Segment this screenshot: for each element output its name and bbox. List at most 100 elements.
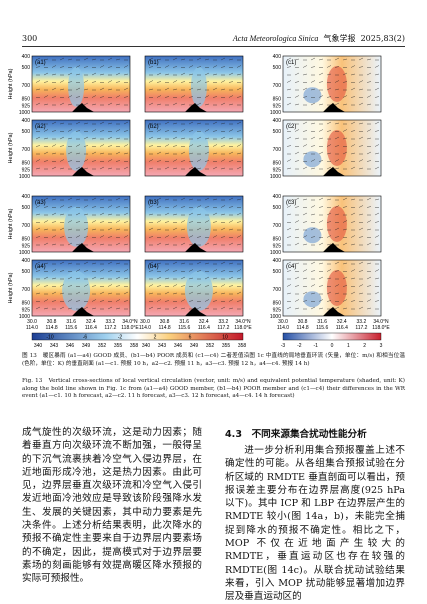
wind-vector — [115, 242, 121, 246]
y-tick-label: 1000 — [19, 250, 30, 256]
wind-vector — [172, 102, 178, 106]
wind-vector — [156, 285, 162, 287]
wind-vector — [83, 213, 89, 216]
wind-vector — [172, 88, 178, 91]
wind-vector — [204, 72, 210, 76]
wind-vector — [294, 81, 300, 83]
colorbar-label: 343 — [50, 343, 59, 349]
wind-vector — [180, 197, 186, 201]
terrain — [32, 103, 94, 112]
colorbar-label: 2 — [154, 335, 157, 341]
wind-vector — [59, 292, 65, 295]
y-tick-label: 850 — [273, 161, 282, 167]
wind-vector — [228, 58, 234, 61]
wind-vector — [172, 236, 178, 238]
y-tick-label: 1000 — [270, 110, 281, 116]
shading-blob — [303, 151, 322, 168]
wind-vector — [172, 227, 178, 231]
wind-vector — [220, 80, 226, 83]
wind-vector — [342, 160, 348, 162]
wind-vector — [220, 292, 226, 295]
wind-vector — [35, 236, 41, 238]
wind-vector — [350, 300, 356, 302]
wind-vector — [220, 57, 226, 61]
shading-blob — [68, 66, 85, 107]
x-tick-label: 33.2 — [106, 319, 116, 325]
wind-vector — [51, 235, 57, 238]
panel-frame — [282, 119, 382, 177]
wind-vector — [123, 96, 129, 98]
wind-vector — [220, 159, 226, 162]
wind-vector — [99, 73, 105, 76]
wind-vector — [318, 228, 324, 231]
wind-vector — [334, 159, 340, 162]
y-tick-label: 850 — [273, 301, 282, 307]
shading-blob — [326, 66, 347, 102]
wind-vector — [51, 144, 57, 147]
wind-vector — [334, 306, 340, 310]
wind-vector — [374, 277, 380, 280]
terrain — [32, 243, 94, 252]
panel-label: (c3) — [286, 200, 296, 206]
x-tick-label: 31.6 — [66, 319, 76, 325]
y-tick-label: 400 — [273, 194, 282, 200]
wind-vector — [148, 227, 154, 231]
wind-vector — [115, 160, 121, 162]
wind-vector — [286, 66, 292, 68]
wind-vector — [196, 205, 202, 208]
x-tick-label: 30.8 — [160, 319, 170, 325]
wind-vector — [318, 81, 324, 83]
wind-vector — [366, 151, 372, 155]
wind-vector — [220, 145, 226, 147]
wind-vector — [83, 306, 89, 310]
wind-vector — [294, 206, 300, 208]
wind-vector — [286, 136, 292, 140]
wind-vector — [212, 212, 218, 216]
wind-vector — [91, 197, 97, 201]
wind-vector — [326, 291, 332, 295]
wind-vector — [115, 262, 121, 265]
wind-vector — [366, 307, 372, 310]
wind-vector — [188, 198, 194, 201]
x-tick-label: 34.0°N — [373, 319, 389, 325]
wind-vector — [180, 72, 186, 76]
wind-vector — [374, 152, 380, 155]
y-tick-label: 1000 — [19, 110, 30, 116]
wind-vector — [318, 220, 324, 223]
wind-vector — [35, 205, 41, 208]
colorbar-label: 10 — [222, 335, 228, 341]
wind-vector — [342, 129, 348, 132]
wind-vector — [35, 284, 41, 287]
wind-vector — [334, 284, 340, 287]
wind-vector — [294, 299, 300, 302]
wind-vector — [318, 160, 324, 162]
wind-vector — [75, 73, 81, 76]
wind-vector — [67, 81, 73, 83]
y-tick-label: 500 — [22, 129, 31, 135]
body-left: 成气旋性的次级环流，这是动力因素；随着垂直方向次级环流不断加强，一般得呈的下沉气… — [22, 427, 202, 585]
wind-vector — [123, 121, 129, 125]
wind-vector — [204, 129, 210, 132]
wind-vector — [59, 270, 65, 272]
panel-label: (a4) — [35, 264, 46, 270]
wind-vector — [51, 198, 57, 201]
wind-vector — [148, 213, 154, 216]
y-tick-label: 700 — [22, 147, 31, 153]
wind-vector — [43, 160, 49, 162]
wind-vector — [91, 242, 97, 246]
wind-vector — [59, 205, 65, 208]
y-tick-label: 850 — [22, 237, 31, 243]
wind-vector — [35, 270, 41, 272]
wind-vector — [302, 166, 308, 170]
wind-vector — [310, 145, 316, 147]
x-tick-label: 30.0 — [140, 319, 150, 325]
panel-label: (c2) — [286, 124, 296, 130]
y-axis-label: Height (hPa) — [8, 68, 14, 99]
y-tick-label: 500 — [273, 65, 282, 71]
wind-vector — [75, 235, 81, 238]
wind-vector — [107, 145, 113, 147]
panel-frame — [144, 55, 244, 113]
wind-vector — [148, 102, 154, 106]
wind-vector — [196, 270, 202, 272]
wind-vector — [236, 87, 242, 91]
